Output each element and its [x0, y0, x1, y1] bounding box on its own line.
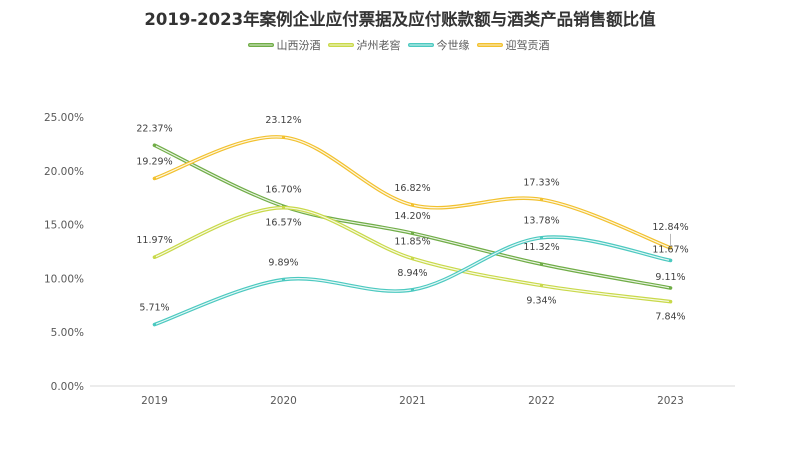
x-tick-label: 2021: [399, 395, 426, 407]
legend-swatch-fenjiu: [247, 43, 274, 47]
data-point: [152, 176, 157, 181]
data-point: [281, 277, 286, 282]
y-tick-label: 15.00%: [44, 220, 84, 232]
legend-swatch-luzhou: [327, 43, 354, 47]
data-point: [539, 262, 544, 266]
legend-label: 泸州老窖: [356, 39, 401, 52]
legend-label: 山西汾酒: [276, 39, 321, 52]
data-point: [152, 255, 157, 259]
data-point: [281, 206, 286, 210]
data-point: [539, 197, 544, 202]
legend-swatch-yingjia: [476, 43, 503, 47]
data-label: 11.97%: [136, 235, 172, 246]
data-label: 11.85%: [394, 236, 430, 247]
legend-item[interactable]: 迎驾贡酒: [476, 37, 550, 53]
data-label: 5.71%: [139, 303, 169, 314]
x-tick-label: 2022: [528, 395, 555, 407]
data-label: 19.29%: [136, 156, 172, 167]
x-tick-label: 2019: [141, 395, 168, 407]
data-label: 16.70%: [265, 184, 301, 195]
legend-item[interactable]: 山西汾酒: [247, 37, 321, 53]
legend-swatch-jinshiyuan: [407, 43, 434, 47]
data-point: [281, 135, 286, 139]
data-point: [152, 322, 157, 327]
data-label: 11.32%: [523, 242, 559, 253]
data-point: [410, 288, 415, 292]
data-point: [668, 258, 673, 263]
data-point: [410, 256, 415, 261]
series-line-outer: [152, 235, 673, 327]
legend-item[interactable]: 泸州老窖: [327, 37, 401, 53]
data-label: 12.84%: [652, 222, 688, 233]
chart-legend: 山西汾酒 泸州老窖 今世缘 迎驾贡酒: [0, 37, 800, 53]
data-point: [410, 203, 415, 207]
data-label: 23.12%: [265, 115, 301, 126]
data-label: 16.57%: [265, 218, 301, 229]
data-label: 11.67%: [652, 244, 688, 255]
data-label: 16.82%: [394, 183, 430, 194]
data-label: 17.33%: [523, 178, 559, 189]
data-point: [668, 286, 673, 290]
data-point: [668, 246, 673, 250]
x-tick-label: 2023: [657, 395, 684, 407]
data-point: [410, 231, 415, 235]
y-tick-label: 10.00%: [44, 273, 84, 285]
data-label: 14.20%: [394, 211, 430, 222]
y-tick-label: 20.00%: [44, 166, 84, 178]
data-point: [152, 143, 157, 147]
y-tick-label: 25.00%: [44, 112, 84, 124]
data-label: 8.94%: [397, 268, 427, 279]
y-tick-label: 0.00%: [51, 381, 84, 393]
legend-label: 迎驾贡酒: [505, 39, 550, 52]
data-label: 9.89%: [268, 258, 298, 269]
data-point: [668, 300, 673, 304]
series-line-inner: [153, 236, 672, 326]
data-label: 7.84%: [655, 312, 685, 323]
data-point: [539, 283, 544, 288]
data-label: 9.34%: [526, 296, 556, 307]
chart-title: 2019-2023年案例企业应付票据及应付账款额与酒类产品销售额比值: [144, 10, 656, 29]
legend-item[interactable]: 今世缘: [407, 37, 470, 53]
data-label: 9.11%: [655, 272, 685, 283]
y-tick-label: 5.00%: [51, 327, 84, 339]
x-tick-label: 2020: [270, 395, 297, 407]
data-point: [539, 236, 544, 240]
data-label: 22.37%: [136, 123, 172, 134]
data-label: 13.78%: [523, 216, 559, 227]
legend-label: 今世缘: [436, 39, 470, 52]
